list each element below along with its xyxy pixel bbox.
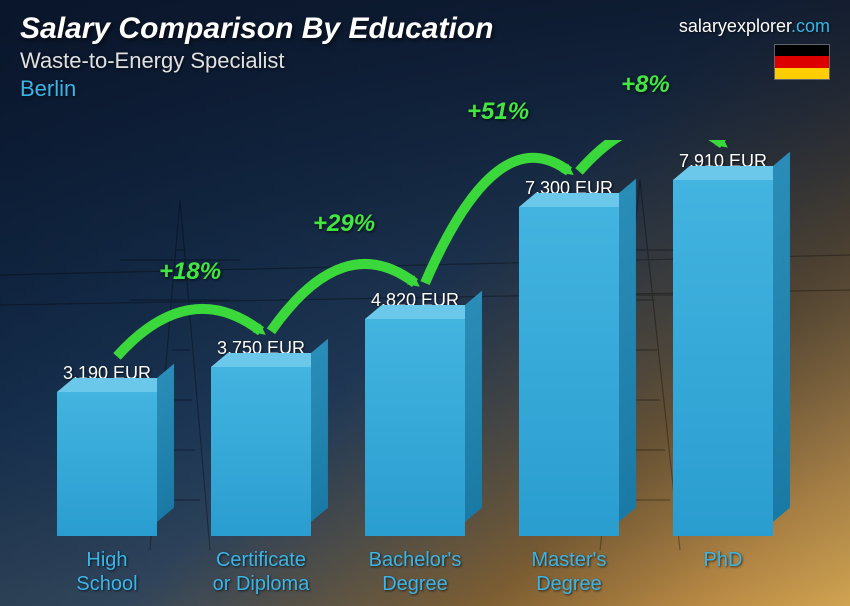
x-axis-label: Bachelor'sDegree [338, 548, 492, 596]
bar-side-face [311, 339, 328, 522]
pct-increase-label: +8% [621, 71, 670, 99]
pct-increase-label: +29% [313, 210, 375, 238]
x-axis-label: Master'sDegree [492, 548, 646, 596]
bar [673, 180, 773, 536]
bar [211, 367, 311, 536]
flag-stripe-black [775, 45, 829, 56]
brand-label: salaryexplorer.com [679, 16, 830, 37]
bar [519, 207, 619, 536]
x-axis-label: PhD [646, 548, 800, 596]
flag-stripe-gold [775, 68, 829, 79]
bar-side-face [157, 364, 174, 522]
bar [365, 319, 465, 536]
brand-domain: .com [791, 16, 830, 36]
bar-wrap: 7,910 EUR [646, 140, 800, 536]
bar-wrap: 3,750 EUR [184, 140, 338, 536]
bar-front-face [365, 319, 465, 536]
bar-side-face [619, 179, 636, 522]
bar-wrap: 4,820 EUR [338, 140, 492, 536]
bar-side-face [773, 152, 790, 522]
x-axis-label: HighSchool [30, 548, 184, 596]
pct-increase-label: +51% [467, 98, 529, 126]
bar-front-face [519, 207, 619, 536]
bars-container: 3,190 EUR 3,750 EUR 4,820 EUR 7,300 EUR … [30, 140, 800, 536]
chart-area: 3,190 EUR 3,750 EUR 4,820 EUR 7,300 EUR … [30, 140, 800, 536]
country-flag [774, 44, 830, 80]
bar-wrap: 3,190 EUR [30, 140, 184, 536]
bar-front-face [57, 392, 157, 536]
chart-city: Berlin [20, 76, 830, 102]
x-labels: HighSchoolCertificateor DiplomaBachelor'… [30, 548, 800, 596]
pct-increase-label: +18% [159, 258, 221, 286]
bar [57, 392, 157, 536]
bar-wrap: 7,300 EUR [492, 140, 646, 536]
brand-name: salaryexplorer [679, 16, 791, 36]
chart-subtitle: Waste-to-Energy Specialist [20, 48, 830, 74]
bar-front-face [673, 180, 773, 536]
x-axis-label: Certificateor Diploma [184, 548, 338, 596]
bar-side-face [465, 291, 482, 522]
flag-stripe-red [775, 56, 829, 67]
bar-front-face [211, 367, 311, 536]
